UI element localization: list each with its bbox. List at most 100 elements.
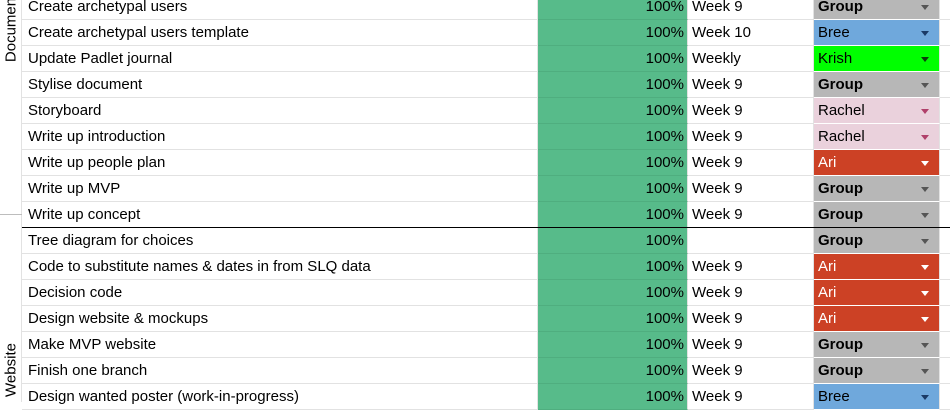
empty-cell[interactable] — [940, 20, 950, 46]
progress-cell[interactable]: 100% — [538, 0, 688, 20]
task-cell[interactable]: Decision code — [22, 280, 538, 306]
progress-cell[interactable]: 100% — [538, 202, 688, 228]
dropdown-arrow-icon[interactable] — [921, 317, 929, 322]
task-cell[interactable]: Write up concept — [22, 202, 538, 228]
assignee-dropdown[interactable]: Group — [814, 332, 940, 358]
task-cell[interactable]: Design wanted poster (work-in-progress) — [22, 384, 538, 410]
dropdown-arrow-icon[interactable] — [921, 57, 929, 62]
week-cell[interactable]: Week 9 — [688, 72, 814, 98]
task-cell[interactable]: Make MVP website — [22, 332, 538, 358]
assignee-dropdown[interactable]: Group — [814, 228, 940, 254]
dropdown-arrow-icon[interactable] — [921, 109, 929, 114]
dropdown-arrow-icon[interactable] — [921, 239, 929, 244]
empty-cell[interactable] — [940, 280, 950, 306]
task-cell[interactable]: Update Padlet journal — [22, 46, 538, 72]
empty-cell[interactable] — [940, 202, 950, 228]
empty-cell[interactable] — [940, 384, 950, 410]
task-cell[interactable]: Create archetypal users — [22, 0, 538, 20]
progress-cell[interactable]: 100% — [538, 332, 688, 358]
task-cell[interactable]: Stylise document — [22, 72, 538, 98]
week-cell[interactable]: Week 10 — [688, 20, 814, 46]
empty-cell[interactable] — [940, 0, 950, 20]
task-cell[interactable]: Write up introduction — [22, 124, 538, 150]
empty-cell[interactable] — [940, 254, 950, 280]
empty-cell[interactable] — [940, 228, 950, 254]
progress-cell[interactable]: 100% — [538, 176, 688, 202]
progress-cell[interactable]: 100% — [538, 306, 688, 332]
dropdown-arrow-icon[interactable] — [921, 265, 929, 270]
assignee-dropdown[interactable]: Ari — [814, 280, 940, 306]
dropdown-arrow-icon[interactable] — [921, 395, 929, 400]
assignee-dropdown[interactable]: Group — [814, 72, 940, 98]
progress-cell[interactable]: 100% — [538, 228, 688, 254]
progress-cell[interactable]: 100% — [538, 384, 688, 410]
empty-cell[interactable] — [940, 332, 950, 358]
dropdown-arrow-icon[interactable] — [921, 187, 929, 192]
empty-cell[interactable] — [940, 46, 950, 72]
week-cell[interactable]: Week 9 — [688, 384, 814, 410]
assignee-dropdown[interactable]: Bree — [814, 20, 940, 46]
task-cell[interactable]: Write up MVP — [22, 176, 538, 202]
week-cell[interactable]: Week 9 — [688, 150, 814, 176]
assignee-label: Rachel — [818, 128, 865, 145]
dropdown-arrow-icon[interactable] — [921, 83, 929, 88]
dropdown-arrow-icon[interactable] — [921, 161, 929, 166]
assignee-dropdown[interactable]: Rachel — [814, 98, 940, 124]
dropdown-arrow-icon[interactable] — [921, 31, 929, 36]
assignee-dropdown[interactable]: Group — [814, 176, 940, 202]
empty-cell[interactable] — [940, 358, 950, 384]
week-cell[interactable] — [688, 228, 814, 254]
progress-cell[interactable]: 100% — [538, 46, 688, 72]
dropdown-arrow-icon[interactable] — [921, 369, 929, 374]
empty-cell[interactable] — [940, 176, 950, 202]
dropdown-arrow-icon[interactable] — [921, 5, 929, 10]
empty-cell[interactable] — [940, 306, 950, 332]
task-cell[interactable]: Write up people plan — [22, 150, 538, 176]
progress-cell[interactable]: 100% — [538, 98, 688, 124]
assignee-dropdown[interactable]: Bree — [814, 384, 940, 410]
progress-cell[interactable]: 100% — [538, 124, 688, 150]
progress-cell[interactable]: 100% — [538, 254, 688, 280]
assignee-dropdown[interactable]: Group — [814, 358, 940, 384]
task-cell[interactable]: Design website & mockups — [22, 306, 538, 332]
week-cell[interactable]: Week 9 — [688, 254, 814, 280]
assignee-dropdown[interactable]: Group — [814, 202, 940, 228]
progress-cell[interactable]: 100% — [538, 72, 688, 98]
empty-cell[interactable] — [940, 72, 950, 98]
assignee-dropdown[interactable]: Rachel — [814, 124, 940, 150]
dropdown-arrow-icon[interactable] — [921, 343, 929, 348]
progress-cell[interactable]: 100% — [538, 20, 688, 46]
assignee-dropdown[interactable]: Ari — [814, 306, 940, 332]
task-cell[interactable]: Code to substitute names & dates in from… — [22, 254, 538, 280]
week-cell[interactable]: Week 9 — [688, 332, 814, 358]
dropdown-arrow-icon[interactable] — [921, 291, 929, 296]
week-cell[interactable]: Week 9 — [688, 124, 814, 150]
week-cell[interactable]: Week 9 — [688, 0, 814, 20]
assignee-dropdown[interactable]: Ari — [814, 150, 940, 176]
assignee-label: Group — [818, 180, 863, 197]
week-cell[interactable]: Weekly — [688, 46, 814, 72]
empty-cell[interactable] — [940, 98, 950, 124]
week-cell[interactable]: Week 9 — [688, 176, 814, 202]
week-cell[interactable]: Week 9 — [688, 306, 814, 332]
assignee-dropdown[interactable]: Ari — [814, 254, 940, 280]
section-divider — [22, 227, 950, 228]
assignee-dropdown[interactable]: Krish — [814, 46, 940, 72]
week-cell[interactable]: Week 9 — [688, 202, 814, 228]
empty-cell[interactable] — [940, 124, 950, 150]
progress-cell[interactable]: 100% — [538, 280, 688, 306]
progress-cell[interactable]: 100% — [538, 150, 688, 176]
task-cell[interactable]: Finish one branch — [22, 358, 538, 384]
week-cell[interactable]: Week 9 — [688, 280, 814, 306]
task-cell[interactable]: Tree diagram for choices — [22, 228, 538, 254]
week-cell[interactable]: Week 9 — [688, 358, 814, 384]
dropdown-arrow-icon[interactable] — [921, 135, 929, 140]
table-row: Write up MVP 100% Week 9 Group — [0, 176, 950, 202]
week-cell[interactable]: Week 9 — [688, 98, 814, 124]
dropdown-arrow-icon[interactable] — [921, 213, 929, 218]
task-cell[interactable]: Create archetypal users template — [22, 20, 538, 46]
assignee-dropdown[interactable]: Group — [814, 0, 940, 20]
progress-cell[interactable]: 100% — [538, 358, 688, 384]
empty-cell[interactable] — [940, 150, 950, 176]
task-cell[interactable]: Storyboard — [22, 98, 538, 124]
